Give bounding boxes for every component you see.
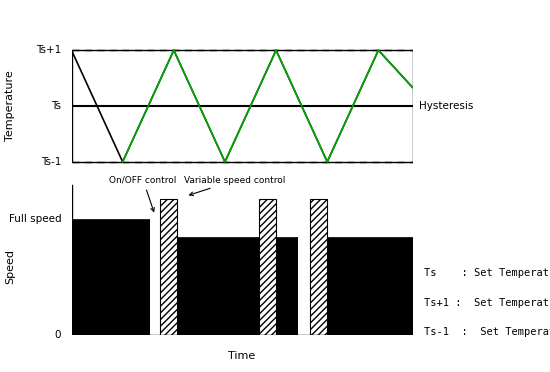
Bar	[160, 199, 177, 335]
Text: Ts-1  :  Set Temperature -1: Ts-1 : Set Temperature -1	[424, 327, 550, 337]
Text: Variable speed control: Variable speed control	[184, 176, 286, 196]
Bar	[276, 237, 298, 335]
Text: Ts+1 :  Set Temperature +1: Ts+1 : Set Temperature +1	[424, 298, 550, 308]
Text: On/OFF control: On/OFF control	[109, 176, 177, 211]
Text: Ts: Ts	[51, 101, 61, 111]
Bar	[177, 237, 259, 335]
Text: Ts-1: Ts-1	[41, 157, 61, 167]
Bar	[150, 219, 160, 335]
Text: Speed: Speed	[5, 249, 15, 284]
Text: Temperature: Temperature	[5, 71, 15, 141]
Text: Full speed: Full speed	[9, 214, 61, 224]
Text: 0: 0	[55, 330, 61, 340]
Bar	[310, 199, 327, 335]
Bar	[259, 199, 276, 335]
Bar	[72, 219, 150, 335]
Bar	[327, 237, 412, 335]
Text: Ts+1: Ts+1	[36, 45, 61, 55]
Text: Ts    : Set Temperature: Ts : Set Temperature	[424, 268, 550, 278]
Text: Time: Time	[228, 351, 256, 361]
Text: Hysteresis: Hysteresis	[419, 101, 474, 111]
Bar	[298, 237, 310, 335]
